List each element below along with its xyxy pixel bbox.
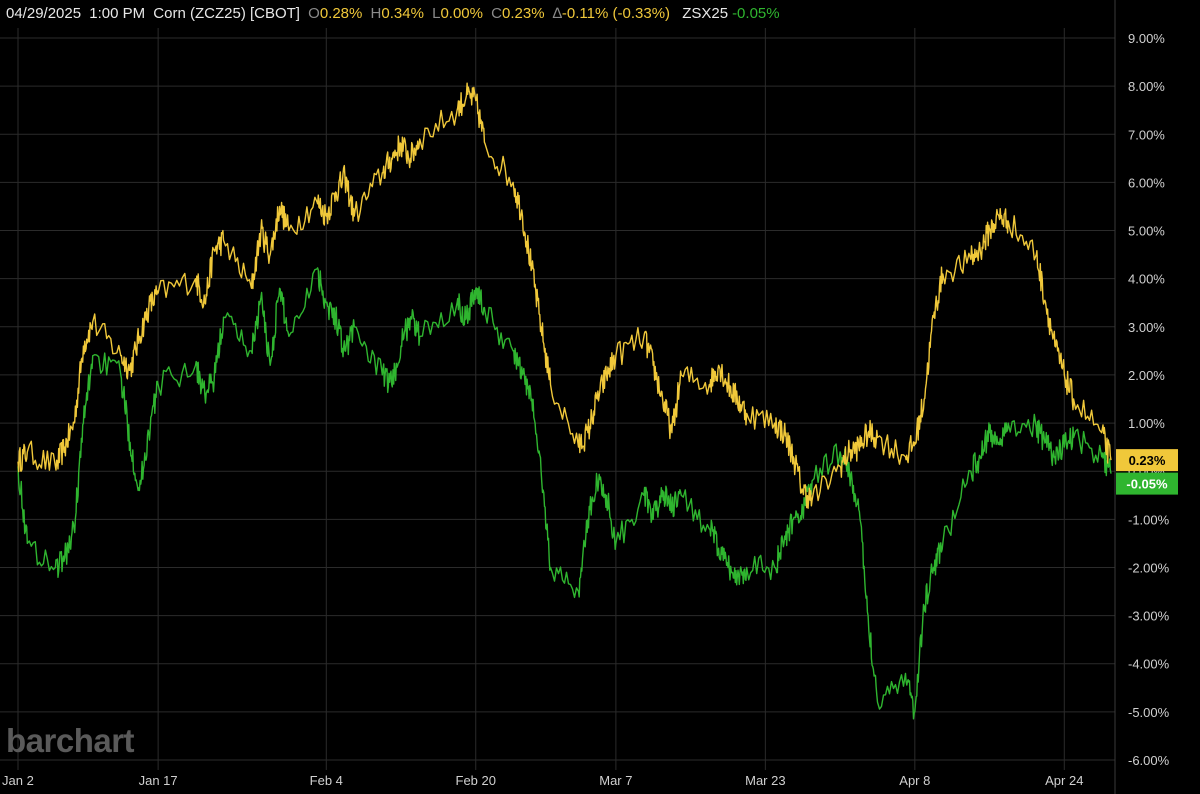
high-value: 0.34%	[381, 5, 424, 22]
last-value-labels: -0.05% 0.23%	[1116, 449, 1178, 495]
last-value-text: 0.23%	[1129, 453, 1166, 468]
x-tick-label: Jan 2	[2, 773, 34, 788]
y-axis: 9.00% 8.00% 7.00% 6.00% 5.00% 4.00% 3.00% 2.00%…	[1128, 31, 1170, 768]
high-key: H	[370, 5, 382, 22]
x-tick-label: Jan 17	[139, 773, 178, 788]
header-time: 1:00 PM	[89, 5, 146, 22]
y-tick-label: 7.00%	[1128, 127, 1165, 142]
x-tick-label: Mar 7	[599, 773, 632, 788]
compare-symbol[interactable]: ZSX25	[682, 5, 729, 22]
chart-header: 04/29/2025 1:00 PM Corn (ZCZ25) [CBOT] O…	[6, 5, 784, 22]
compare-value: -0.05%	[732, 5, 780, 22]
x-axis: Jan 2 Jan 17 Feb 4 Feb 20 Mar 7 Mar 23 Apr 8 Ap…	[2, 773, 1083, 788]
y-tick-label: 8.00%	[1128, 79, 1165, 94]
last-value-text: -0.05%	[1126, 477, 1168, 492]
series-line-zcz25[interactable]	[17, 82, 1112, 509]
y-tick-label: -4.00%	[1128, 657, 1170, 672]
y-tick-label: 9.00%	[1128, 31, 1165, 46]
barchart-logo: barchart	[6, 722, 135, 759]
x-tick-label: Apr 8	[899, 773, 930, 788]
series-line-zsx25[interactable]	[17, 267, 1112, 720]
y-tick-label: -3.00%	[1128, 609, 1170, 624]
y-tick-label: 2.00%	[1128, 368, 1165, 383]
last-value-box	[1116, 449, 1178, 472]
y-tick-label: 5.00%	[1128, 224, 1165, 239]
y-tick-label: -6.00%	[1128, 753, 1170, 768]
y-tick-label: -2.00%	[1128, 560, 1170, 575]
x-tick-label: Feb 20	[456, 773, 496, 788]
header-date: 04/29/2025	[6, 5, 82, 22]
y-tick-label: 4.00%	[1128, 272, 1165, 287]
close-value: 0.23%	[502, 5, 545, 22]
y-tick-label: 6.00%	[1128, 175, 1165, 190]
open-key: O	[308, 5, 320, 22]
y-tick-label: 1.00%	[1128, 416, 1165, 431]
header-symbol[interactable]: Corn (ZCZ25) [CBOT]	[153, 5, 300, 22]
y-tick-label: -5.00%	[1128, 705, 1170, 720]
last-value-label-zcz25: 0.23%	[1116, 449, 1178, 472]
x-tick-label: Apr 24	[1045, 773, 1083, 788]
close-key: C	[491, 5, 503, 22]
low-key: L	[432, 5, 441, 22]
change-key: ∆	[552, 5, 562, 22]
y-tick-label: -1.00%	[1128, 512, 1170, 527]
series-layer	[17, 82, 1112, 720]
last-value-label-zsx25: -0.05%	[1116, 472, 1178, 495]
x-tick-label: Mar 23	[745, 773, 785, 788]
low-value: 0.00%	[440, 5, 483, 22]
open-value: 0.28%	[319, 5, 363, 22]
y-tick-label: 3.00%	[1128, 320, 1165, 335]
last-value-box	[1116, 472, 1178, 495]
x-tick-label: Feb 4	[310, 773, 343, 788]
change-value: -0.11% (-0.33%)	[561, 5, 671, 22]
chart-grid	[0, 0, 1116, 794]
